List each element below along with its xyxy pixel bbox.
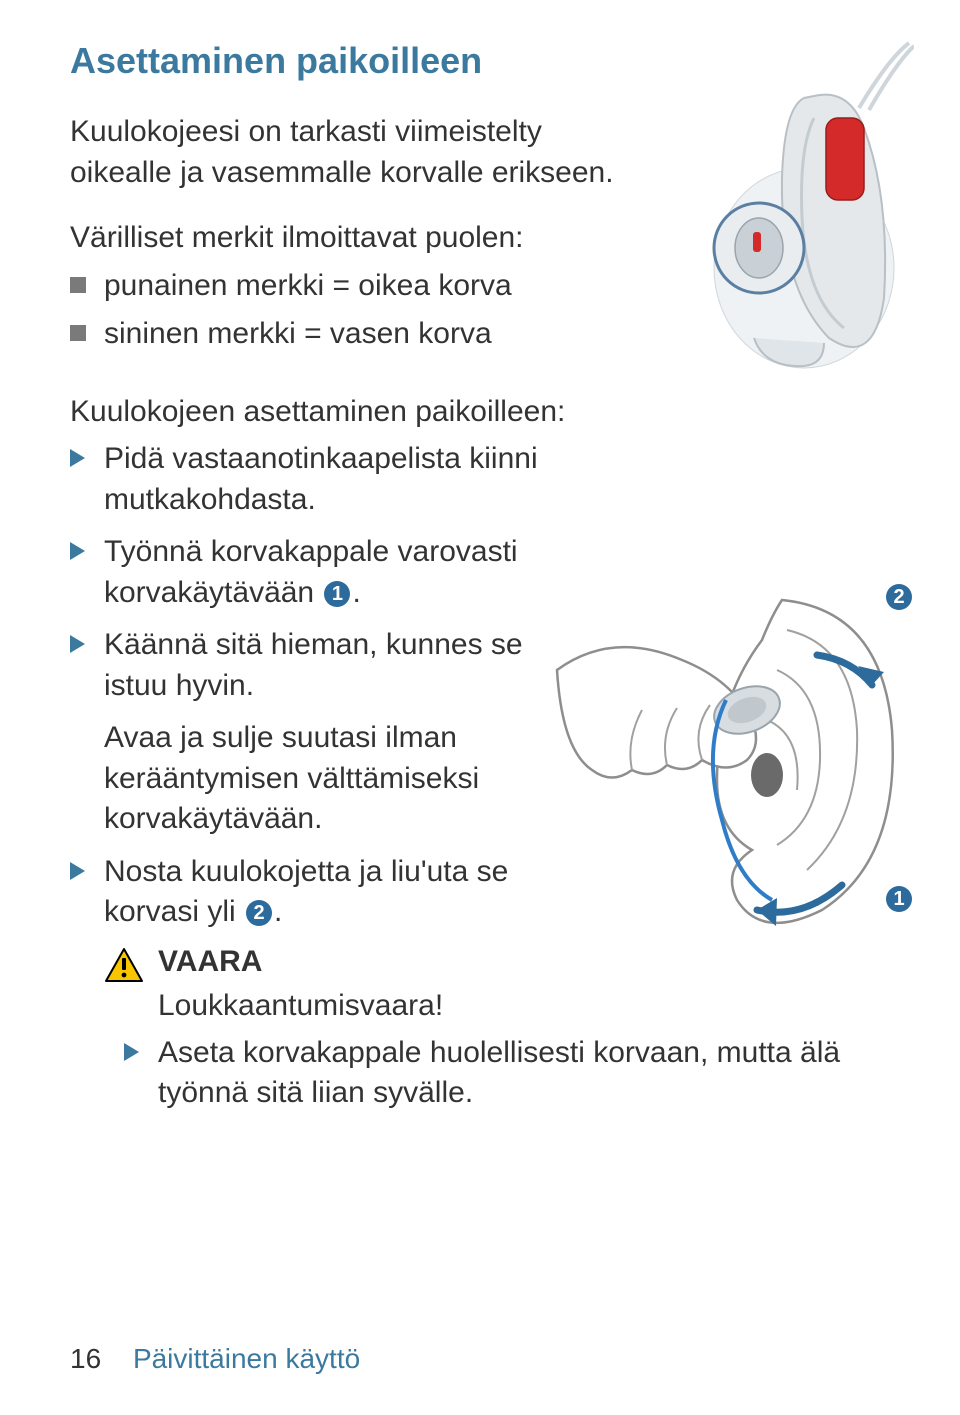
page-footer: 16 Päivittäinen käyttö [70, 1343, 360, 1375]
step-text: Työnnä korvakappale varovasti korvakäytä… [104, 535, 518, 609]
page-number: 16 [70, 1343, 101, 1374]
circle-number-icon: 2 [246, 900, 272, 926]
list-item: Avaa ja sulje suutasi ilman kerääntymise… [70, 718, 570, 840]
warning-header: VAARA [70, 945, 890, 983]
list-item: Käännä sitä hieman, kunnes se istuu hyvi… [70, 625, 570, 706]
step-text: . [274, 895, 282, 928]
intro-text: Kuulokojeesi on tarkasti viimeistelty oi… [70, 112, 650, 193]
list-item: Nosta kuulokojetta ja liu'uta se korvasi… [70, 852, 570, 933]
steps-heading: Kuulokojeen asettaminen paikoilleen: [70, 395, 890, 429]
warning-list: Aseta korvakappale huolellisesti korvaan… [70, 1033, 890, 1114]
step-text: . [352, 576, 360, 609]
circle-number-icon: 1 [324, 581, 350, 607]
section-label: Päivittäinen käyttö [133, 1343, 360, 1374]
warning-subtitle: Loukkaantumisvaara! [70, 989, 890, 1023]
step-text: Nosta kuulokojetta ja liu'uta se korvasi… [104, 855, 508, 929]
list-item: Pidä vastaanotinkaapelista kiinni mutkak… [70, 439, 570, 520]
hearing-aid-device-illustration [654, 38, 914, 388]
warning-triangle-icon [104, 947, 144, 983]
ear-insertion-illustration [552, 560, 922, 930]
warning-title: VAARA [158, 945, 262, 979]
list-item: Aseta korvakappale huolellisesti korvaan… [124, 1033, 884, 1114]
list-item: Työnnä korvakappale varovasti korvakäytä… [70, 532, 570, 613]
